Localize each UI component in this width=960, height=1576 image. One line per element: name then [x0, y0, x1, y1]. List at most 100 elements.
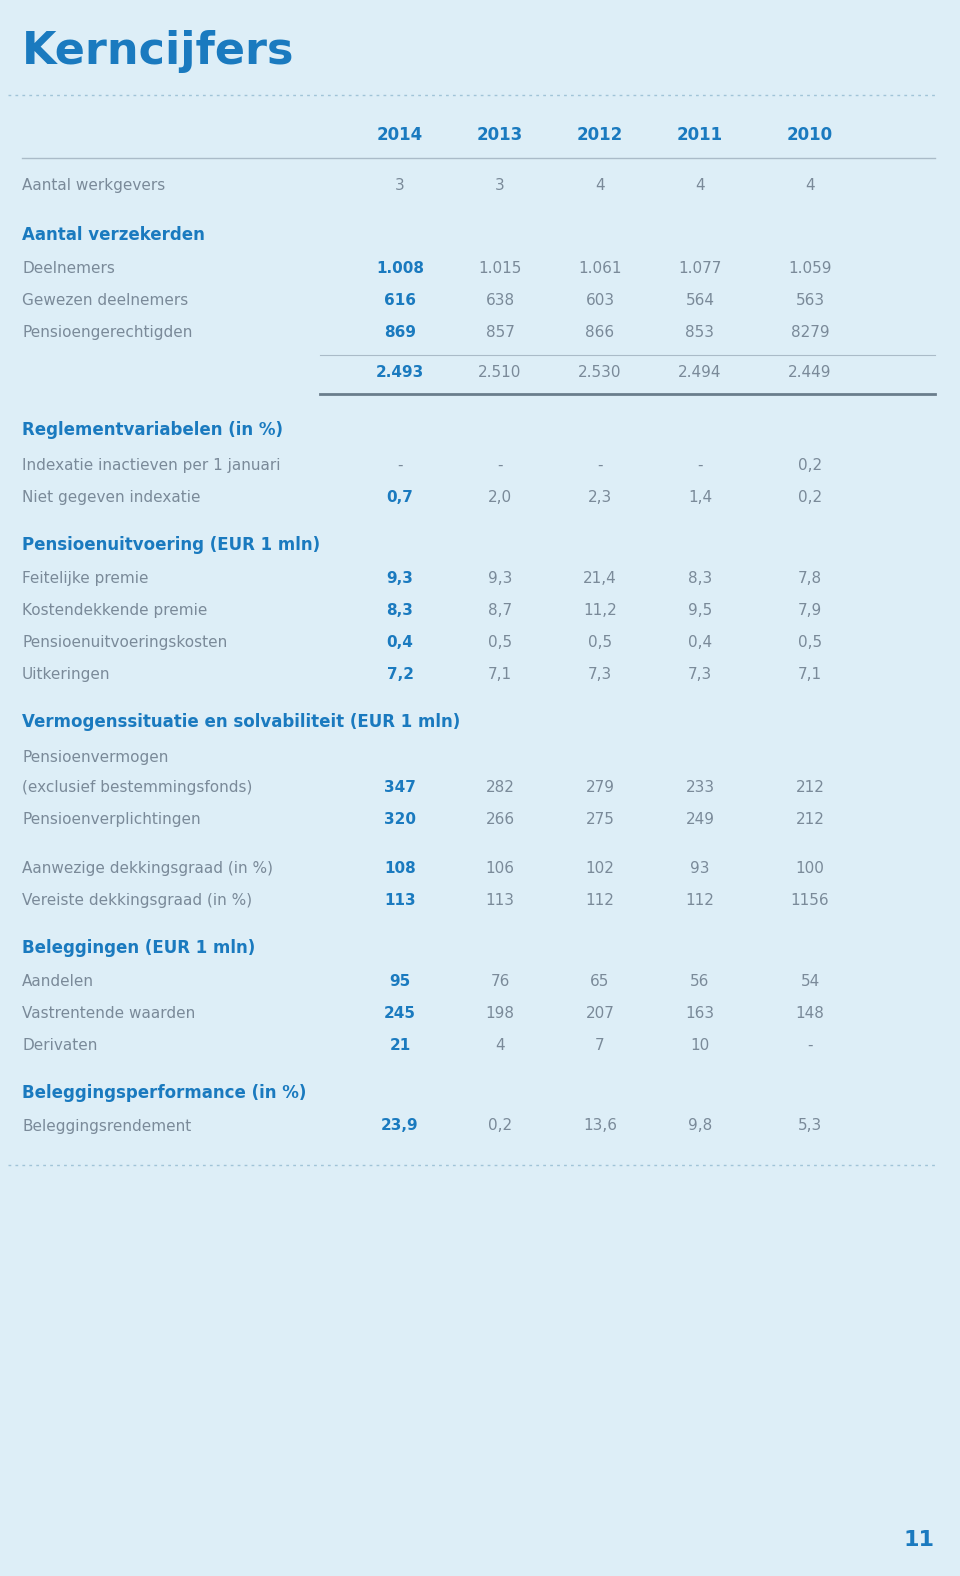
Text: 8,7: 8,7 [488, 602, 512, 618]
Text: Vereiste dekkingsgraad (in %): Vereiste dekkingsgraad (in %) [22, 892, 252, 908]
Text: 2,0: 2,0 [488, 490, 512, 504]
Text: 0,4: 0,4 [688, 635, 712, 649]
Text: 8,3: 8,3 [688, 571, 712, 586]
Text: 2014: 2014 [377, 126, 423, 143]
Text: 0,5: 0,5 [798, 635, 822, 649]
Text: (exclusief bestemmingsfonds): (exclusief bestemmingsfonds) [22, 780, 252, 794]
Text: -: - [807, 1037, 813, 1053]
Text: 2013: 2013 [477, 126, 523, 143]
Text: 212: 212 [796, 780, 825, 794]
Text: 0,2: 0,2 [488, 1119, 512, 1133]
Text: 0,7: 0,7 [387, 490, 414, 504]
Text: 275: 275 [586, 812, 614, 826]
Text: 11,2: 11,2 [583, 602, 617, 618]
Text: 100: 100 [796, 860, 825, 876]
Text: Kerncijfers: Kerncijfers [22, 30, 295, 72]
Text: -: - [697, 457, 703, 473]
Text: 4: 4 [805, 178, 815, 192]
Text: Pensioengerechtigden: Pensioengerechtigden [22, 325, 192, 339]
Text: 282: 282 [486, 780, 515, 794]
Text: 2011: 2011 [677, 126, 723, 143]
Text: 266: 266 [486, 812, 515, 826]
Text: 113: 113 [384, 892, 416, 908]
Text: 2.493: 2.493 [376, 364, 424, 380]
Text: 7,1: 7,1 [798, 667, 822, 681]
Text: 10: 10 [690, 1037, 709, 1053]
Text: 95: 95 [390, 974, 411, 988]
Text: 8,3: 8,3 [387, 602, 414, 618]
Text: 102: 102 [586, 860, 614, 876]
Text: 112: 112 [586, 892, 614, 908]
Text: 112: 112 [685, 892, 714, 908]
Text: 7,8: 7,8 [798, 571, 822, 586]
Text: 7,1: 7,1 [488, 667, 512, 681]
Text: 198: 198 [486, 1005, 515, 1021]
Text: 7,3: 7,3 [688, 667, 712, 681]
Text: Pensioenvermogen: Pensioenvermogen [22, 750, 168, 764]
Text: Derivaten: Derivaten [22, 1037, 97, 1053]
Text: 245: 245 [384, 1005, 416, 1021]
Text: 1156: 1156 [791, 892, 829, 908]
Text: 0,2: 0,2 [798, 457, 822, 473]
Text: 7,2: 7,2 [387, 667, 414, 681]
Text: Pensioenverplichtingen: Pensioenverplichtingen [22, 812, 201, 826]
Text: Feitelijke premie: Feitelijke premie [22, 571, 149, 586]
Text: 54: 54 [801, 974, 820, 988]
Text: 108: 108 [384, 860, 416, 876]
Text: 23,9: 23,9 [381, 1119, 419, 1133]
Text: 9,3: 9,3 [387, 571, 414, 586]
Text: Aanwezige dekkingsgraad (in %): Aanwezige dekkingsgraad (in %) [22, 860, 273, 876]
Text: 3: 3 [396, 178, 405, 192]
Text: 212: 212 [796, 812, 825, 826]
Text: 7,3: 7,3 [588, 667, 612, 681]
Text: -: - [397, 457, 403, 473]
Text: Reglementvariabelen (in %): Reglementvariabelen (in %) [22, 421, 283, 440]
Text: 638: 638 [486, 293, 515, 307]
Text: Uitkeringen: Uitkeringen [22, 667, 110, 681]
Text: Gewezen deelnemers: Gewezen deelnemers [22, 293, 188, 307]
Text: Kostendekkende premie: Kostendekkende premie [22, 602, 207, 618]
Text: Aantal werkgevers: Aantal werkgevers [22, 178, 165, 192]
Text: 1,4: 1,4 [688, 490, 712, 504]
Text: 0,5: 0,5 [588, 635, 612, 649]
Text: 2.449: 2.449 [788, 364, 831, 380]
Text: Pensioenuitvoeringskosten: Pensioenuitvoeringskosten [22, 635, 228, 649]
Text: 2.510: 2.510 [478, 364, 521, 380]
Text: -: - [597, 457, 603, 473]
Text: 1.061: 1.061 [578, 260, 622, 276]
Text: 65: 65 [590, 974, 610, 988]
Text: 1.059: 1.059 [788, 260, 831, 276]
Text: 4: 4 [495, 1037, 505, 1053]
Text: 0,2: 0,2 [798, 490, 822, 504]
Text: 11: 11 [904, 1530, 935, 1551]
Text: 21,4: 21,4 [583, 571, 617, 586]
Text: 21: 21 [390, 1037, 411, 1053]
Text: Niet gegeven indexatie: Niet gegeven indexatie [22, 490, 201, 504]
Text: 9,8: 9,8 [688, 1119, 712, 1133]
Text: Indexatie inactieven per 1 januari: Indexatie inactieven per 1 januari [22, 457, 280, 473]
Text: 279: 279 [586, 780, 614, 794]
Text: 616: 616 [384, 293, 416, 307]
Text: 163: 163 [685, 1005, 714, 1021]
Text: 7,9: 7,9 [798, 602, 822, 618]
Text: 56: 56 [690, 974, 709, 988]
Text: 7: 7 [595, 1037, 605, 1053]
Text: 13,6: 13,6 [583, 1119, 617, 1133]
Text: 563: 563 [796, 293, 825, 307]
Text: 76: 76 [491, 974, 510, 988]
Text: -: - [497, 457, 503, 473]
Text: 853: 853 [685, 325, 714, 339]
Text: Aantal verzekerden: Aantal verzekerden [22, 225, 204, 244]
Text: 320: 320 [384, 812, 416, 826]
Text: Beleggingsrendement: Beleggingsrendement [22, 1119, 191, 1133]
Text: 603: 603 [586, 293, 614, 307]
Text: 1.008: 1.008 [376, 260, 424, 276]
Text: 9,3: 9,3 [488, 571, 513, 586]
Text: 207: 207 [586, 1005, 614, 1021]
Text: 2010: 2010 [787, 126, 833, 143]
Text: 4: 4 [595, 178, 605, 192]
Text: 2,3: 2,3 [588, 490, 612, 504]
Text: 2012: 2012 [577, 126, 623, 143]
Text: Deelnemers: Deelnemers [22, 260, 115, 276]
Text: 0,5: 0,5 [488, 635, 512, 649]
